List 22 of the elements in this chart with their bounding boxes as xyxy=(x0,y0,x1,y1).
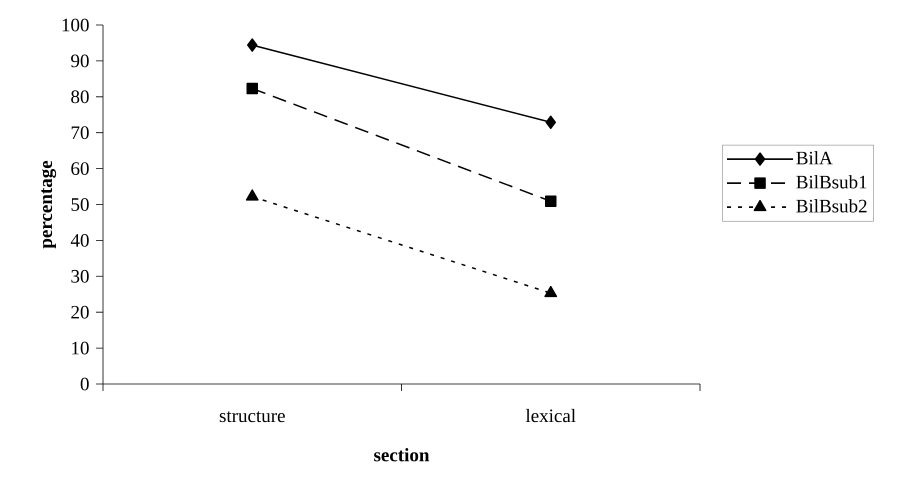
y-tick-label: 70 xyxy=(72,126,89,140)
x-axis-title: section xyxy=(374,448,430,462)
y-tick-label: 60 xyxy=(71,162,89,176)
y-tick-label: 90 xyxy=(71,54,89,68)
x-tick-label: structure xyxy=(220,411,285,422)
y-tick-label: 10 xyxy=(72,342,89,354)
y-tick-label: 20 xyxy=(71,306,89,319)
point xyxy=(246,82,258,94)
legend-label: BilBsub1 xyxy=(796,175,866,188)
legend-label: BilA xyxy=(796,151,833,164)
y-tick-label: 30 xyxy=(71,270,89,283)
y-tick-label: 50 xyxy=(72,198,89,211)
y-tick-label: 40 xyxy=(70,234,89,247)
point xyxy=(546,116,556,130)
point xyxy=(545,196,556,208)
y-tick-label: 80 xyxy=(71,90,89,104)
point xyxy=(247,38,258,52)
y-axis-title: percentage xyxy=(41,160,56,248)
x-tick-label: lexical xyxy=(526,408,576,422)
y-tick-label: 100 xyxy=(62,18,89,32)
y-tick-label: 0 xyxy=(80,378,89,390)
legend-label: BilBsub2 xyxy=(796,199,867,213)
